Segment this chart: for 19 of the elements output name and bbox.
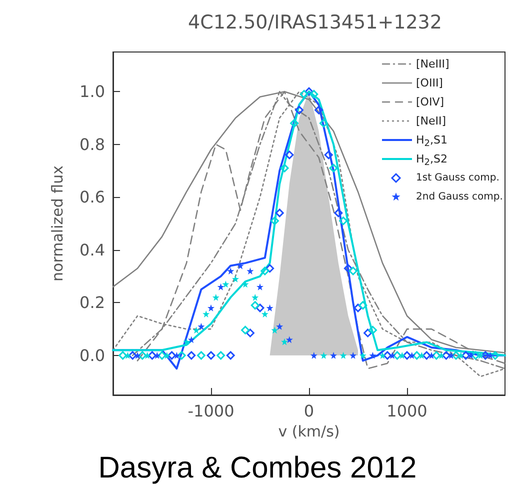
chart-title: 4C12.50/IRAS13451+1232 [188, 12, 442, 34]
y-tick-label: 0.8 [80, 134, 105, 154]
y-tick-label: 0.6 [80, 188, 105, 207]
legend-label: 2nd Gauss comp. [416, 192, 503, 202]
legend-label: [OIV] [416, 96, 444, 108]
x-tick-label: 1000 [386, 402, 428, 420]
x-tick-label: -1000 [188, 402, 234, 420]
text: Dasyra & Combes 2012 [98, 452, 417, 484]
x-tick-label: 0 [304, 402, 314, 420]
legend-label: [NeII] [416, 114, 446, 128]
y-tick-label: 0.2 [80, 293, 105, 312]
y-tick-label: 0.4 [80, 240, 105, 260]
x-axis-title: v (km/s) [278, 422, 340, 440]
legend-label: [NeIII] [416, 58, 450, 70]
y-tick-label: 0.0 [80, 346, 105, 365]
y-tick-label: 1.0 [80, 82, 105, 102]
y-axis-title: normalized flux [48, 165, 66, 282]
legend-label: [OIII] [416, 76, 443, 90]
legend-label: 1st Gauss comp. [416, 172, 500, 184]
